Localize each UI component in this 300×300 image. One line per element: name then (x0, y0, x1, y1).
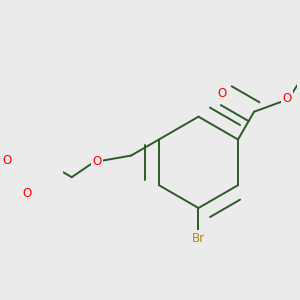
Text: O: O (22, 188, 31, 200)
Text: O: O (92, 155, 101, 168)
Text: O: O (217, 87, 226, 100)
Text: Br: Br (192, 232, 205, 245)
Text: O: O (2, 154, 11, 167)
Text: O: O (283, 92, 292, 105)
